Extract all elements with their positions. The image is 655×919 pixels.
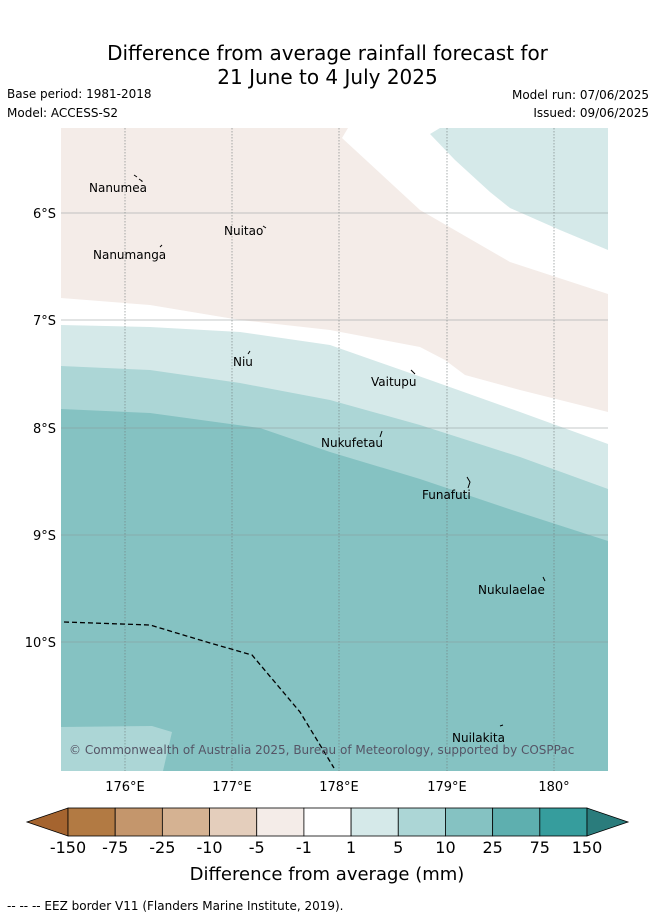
place-label: Nanumanga [93,248,166,262]
lon-tick-label: 180° [538,780,569,795]
lat-tick-label: 7°S [33,314,56,329]
island-nukulaelae-shape [542,576,546,582]
colorbar: -150 -75 -25 -10 -5 -1 1 5 10 25 75 150 Difference … [25,807,630,885]
colorbar-tick-label: 25 [482,838,502,857]
title-line-1: Difference from average rainfall forecas… [107,41,548,65]
colorbar-cell [539,807,588,837]
island-shapes [133,174,546,727]
lat-tick-label: 8°S [33,422,56,437]
colorbar-labels: -150 -75 -25 -10 -5 -1 1 5 10 25 75 150 [50,838,602,857]
colorbar-tick-label: -150 [50,838,86,857]
longitude-axis: 176°E 177°E 178°E 179°E 180° [105,780,569,795]
colorbar-tick-label: 1 [346,838,356,857]
map-title: Difference from average rainfall forecas… [0,41,655,89]
lon-tick-label: 178°E [319,780,359,795]
model-name: Model: ACCESS-S2 [7,106,119,120]
eez-border [63,621,335,769]
latitude-axis: 6°S 7°S 8°S 9°S 10°S [25,207,56,651]
colorbar-cell [397,807,446,837]
colorbar-tick-label: -5 [249,838,265,857]
model-run: Model run: 07/06/2025 [511,88,649,102]
colorbar-cell [445,807,494,837]
contour-band-neg5-neg1 [61,128,608,412]
colorbar-cell [209,807,258,837]
colorbar-tick-label: -25 [149,838,175,857]
place-label: Nuilakita [452,731,505,745]
base-period: Base period: 1981-2018 [7,87,152,101]
colorbar-extend-low [25,807,69,837]
contour-patch-northeast [430,128,608,250]
lon-tick-label: 179°E [427,780,467,795]
colorbar-tick-label: -1 [296,838,312,857]
contour-patch-southwest [61,726,172,771]
colorbar-tick-label: 150 [572,838,603,857]
colorbar-cells [67,807,588,837]
colorbar-title: Difference from average (mm) [190,864,465,885]
colorbar-cell [161,807,210,837]
colorbar-tick-label: -75 [102,838,128,857]
island-niu-shape [247,350,251,355]
colorbar-cell [114,807,163,837]
colorbar-tick-label: 10 [435,838,455,857]
eez-legend-footer: -- -- -- EEZ border V11 (Flanders Marine… [7,899,344,913]
rainfall-map: Nanumea Nuitao Nanumanga Niu Vaitupu Nuk… [25,128,630,885]
place-label: Nukulaelae [478,583,545,597]
island-nanumanga-shape [159,244,163,248]
title-line-2: 21 June to 4 July 2025 [217,65,438,89]
colorbar-tick-label: 5 [393,838,403,857]
colorbar-tick-label: -10 [196,838,222,857]
longitude-gridlines [124,128,555,771]
place-label: Nukufetau [321,436,383,450]
map-area: Nanumea Nuitao Nanumanga Niu Vaitupu Nuk… [61,128,608,771]
lat-tick-label: 9°S [33,529,56,544]
lon-tick-label: 177°E [212,780,252,795]
colorbar-cell [256,807,305,837]
colorbar-cell [303,807,352,837]
colorbar-cell [67,807,116,837]
colorbar-tick-label: 75 [530,838,550,857]
issued-date: Issued: 09/06/2025 [533,106,649,120]
colorbar-extend-high [586,807,630,837]
island-nukufetau-shape [379,430,383,438]
place-label: Nuitao [224,224,263,238]
colorbar-cell [350,807,399,837]
island-nuilakita-shape [499,724,504,727]
place-label: Nanumea [89,181,147,195]
latitude-gridlines [61,212,608,643]
place-label: Niu [233,355,253,369]
place-label: Funafuti [422,488,471,502]
island-funafuti-shape [466,476,471,489]
lat-tick-label: 10°S [25,636,56,651]
lat-tick-label: 6°S [33,207,56,222]
island-vaitupu-shape [410,369,416,375]
lon-tick-label: 176°E [105,780,145,795]
island-nuitao-shape [262,225,267,229]
colorbar-cell [492,807,541,837]
copyright-text: © Commonwealth of Australia 2025, Bureau… [69,743,574,757]
island-nanumea-shape [133,174,143,182]
place-label: Vaitupu [371,375,417,389]
